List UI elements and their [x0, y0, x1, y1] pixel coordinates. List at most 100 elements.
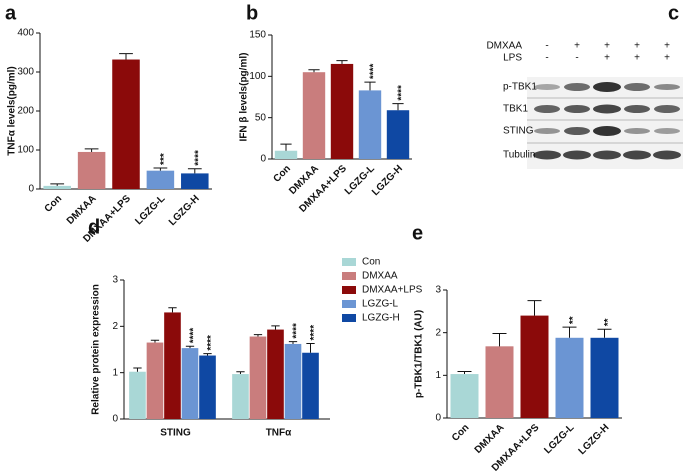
error-bar: [597, 328, 612, 338]
significance: ****: [397, 85, 408, 101]
error-bar: [84, 148, 99, 152]
y-tick-label: 3: [112, 275, 118, 286]
error-bar: [492, 333, 507, 347]
bar: [386, 110, 410, 159]
y-tick-label: 150: [249, 30, 266, 41]
error-bar: [153, 167, 168, 171]
x-tick-label: LGZG-H: [167, 193, 202, 228]
treatment-sign: +: [664, 53, 670, 64]
significance: ****: [189, 328, 200, 344]
y-tick-label: 1: [112, 367, 118, 378]
x-tick-label: LGZG-H: [370, 163, 405, 198]
x-tick-label: Con: [43, 193, 65, 215]
bar: [267, 329, 284, 419]
significance: ****: [206, 335, 217, 351]
treatment-sign: +: [634, 41, 640, 52]
significance: ****: [193, 150, 204, 166]
treatment-sign: -: [545, 41, 548, 52]
legend-swatch: [342, 272, 356, 280]
treatment-sign: +: [574, 41, 580, 52]
significance: ***: [159, 153, 170, 165]
legend-label: LGZG-L: [362, 299, 399, 310]
y-tick-label: 0: [260, 154, 266, 165]
treatment-label: DMXAA: [486, 41, 522, 52]
treatment-sign: -: [575, 53, 578, 64]
bar: [520, 315, 549, 418]
bar: [284, 343, 302, 419]
error-bar: [364, 81, 376, 91]
error-bar: [308, 69, 320, 73]
x-tick-label: LGZG-L: [133, 193, 167, 227]
y-tick-label: 1: [435, 370, 441, 381]
error-bar: [50, 183, 65, 186]
error-bar: [187, 168, 202, 174]
significance: ****: [309, 325, 320, 341]
bar: [330, 63, 354, 159]
panel-label: e: [412, 222, 423, 244]
panel-label: d: [88, 216, 100, 238]
x-tick-label: Con: [271, 163, 293, 185]
y-tick-label: 300: [17, 67, 34, 78]
error-bar: [288, 341, 298, 344]
error-bar: [119, 53, 133, 60]
y-tick-label: 100: [249, 71, 266, 82]
y-tick-label: 3: [435, 285, 441, 296]
error-bar: [527, 300, 542, 316]
error-bar: [280, 143, 292, 151]
bar: [302, 72, 326, 159]
significance: **: [603, 318, 614, 326]
treatment-sign: +: [664, 41, 670, 52]
y-axis-label: p-TBK1/TBK1 (AU): [414, 310, 425, 398]
treatment-sign: +: [604, 41, 610, 52]
bar: [199, 355, 216, 419]
y-tick-label: 0: [28, 184, 34, 195]
x-tick-label: Con: [450, 422, 472, 444]
band-label: Tubulin: [503, 150, 535, 161]
y-axis-label: Relative protein expression: [91, 284, 102, 415]
treatment-sign: -: [545, 53, 548, 64]
y-tick-label: 0: [112, 414, 118, 425]
bar: [77, 151, 106, 189]
legend-swatch: [342, 314, 356, 322]
bar: [232, 374, 249, 419]
y-tick-label: 400: [17, 28, 34, 39]
error-bar: [562, 326, 577, 338]
legend-label: DMXAA: [362, 271, 398, 282]
significance: ****: [292, 323, 303, 339]
bar: [112, 59, 140, 189]
bar: [181, 348, 199, 419]
x-tick-label: DMXAA: [473, 422, 507, 456]
error-bar: [253, 334, 263, 337]
significance: ****: [369, 63, 380, 79]
significance: **: [568, 316, 579, 324]
error-bar: [133, 367, 142, 372]
legend-swatch: [342, 300, 356, 308]
y-axis-label: IFN β levels(pg/ml): [239, 53, 250, 142]
legend-swatch: [342, 286, 356, 294]
bar: [43, 185, 71, 189]
error-bar: [203, 353, 212, 356]
bar: [129, 371, 146, 419]
bar: [302, 352, 319, 419]
band-label: STING: [503, 126, 534, 137]
x-tick-label: TNFα: [266, 428, 292, 439]
panel-label: b: [246, 2, 258, 24]
treatment-sign: +: [604, 53, 610, 64]
x-tick-label: LGZG-H: [577, 422, 612, 457]
bar: [164, 312, 181, 419]
error-bar: [185, 345, 195, 349]
bar: [555, 337, 584, 418]
band-label: p-TBK1: [503, 82, 537, 93]
error-bar: [150, 339, 160, 343]
bar: [249, 336, 267, 419]
y-tick-label: 50: [255, 112, 267, 123]
bar: [485, 346, 514, 418]
band-label: TBK1: [503, 104, 528, 115]
x-tick-label: LGZG-L: [542, 422, 576, 456]
error-bar: [306, 342, 315, 353]
blot-bands: [527, 77, 683, 169]
y-tick-label: 200: [17, 106, 34, 117]
error-bar: [392, 103, 404, 111]
treatment-sign: +: [634, 53, 640, 64]
